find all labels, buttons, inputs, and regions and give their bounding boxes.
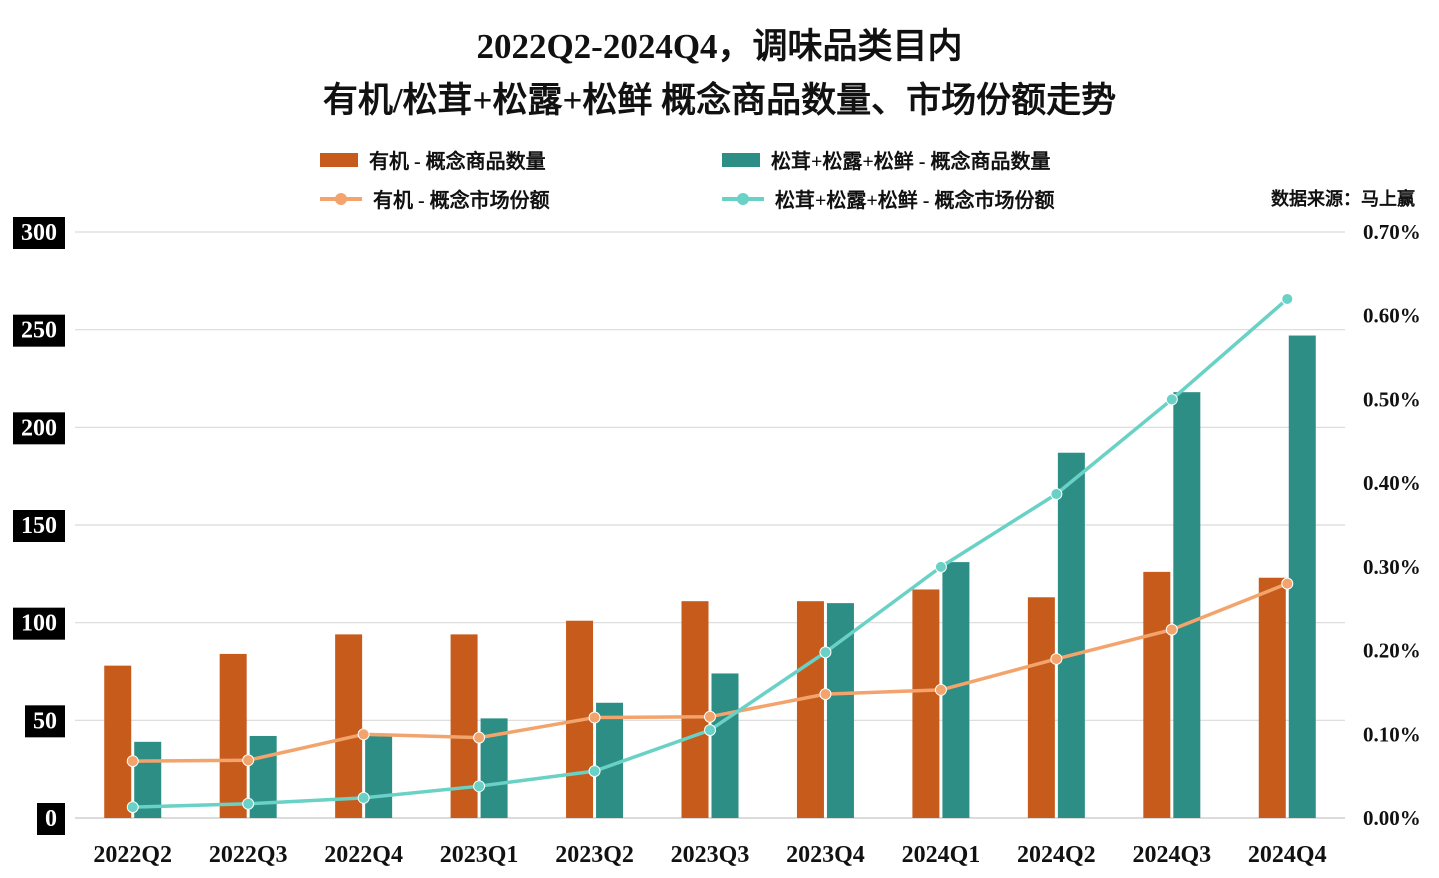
bar (711, 673, 739, 818)
line-marker (819, 688, 832, 701)
bar (219, 653, 247, 818)
right-axis-tick-label: 0.70% (1363, 220, 1421, 244)
x-axis-tick-label: 2022Q2 (93, 842, 172, 868)
bar (365, 734, 393, 818)
line-marker (588, 711, 601, 724)
left-axis-tick-label: 300 (21, 220, 57, 246)
right-axis-tick-label: 0.00% (1363, 806, 1421, 830)
line-marker (473, 731, 486, 744)
x-axis-tick-label: 2024Q2 (1017, 842, 1096, 868)
left-axis-tick-bg (13, 217, 65, 249)
line-marker (473, 780, 486, 793)
right-axis-tick-label: 0.10% (1363, 722, 1421, 746)
x-axis-tick-label: 2024Q1 (902, 842, 981, 868)
bar-swatch-icon (722, 152, 760, 167)
line-marker (242, 797, 255, 810)
line-marker (1281, 292, 1294, 305)
line-marker-dot-icon (335, 192, 347, 205)
legend-item-organic-count: 有机 - 概念商品数量 (320, 145, 546, 174)
line-marker (704, 724, 716, 737)
legend-item-organic-share: 有机 - 概念市场份额 (320, 184, 550, 213)
legend-item-matsutake-count: 松茸+松露+松鲜 - 概念商品数量 (722, 145, 1050, 174)
x-axis-tick-label: 2024Q4 (1248, 842, 1327, 868)
line-marker (357, 728, 370, 741)
left-axis-tick-label: 0 (45, 806, 57, 832)
line-marker (1050, 488, 1063, 501)
line-marker (126, 755, 139, 768)
right-axis-tick-label: 0.60% (1363, 304, 1421, 328)
chart-title: 2022Q2-2024Q4，调味品类目内 有机/松茸+松露+松鲜 概念商品数量、… (0, 20, 1439, 129)
line-marker (1281, 577, 1294, 590)
legend-label: 松茸+松露+松鲜 - 概念商品数量 (771, 151, 1051, 173)
right-axis-tick-label: 0.30% (1363, 555, 1421, 579)
line-marker (704, 710, 716, 723)
bar (1057, 452, 1085, 818)
chart-title-line2: 有机/松茸+松露+松鲜 概念商品数量、市场份额走势 (322, 81, 1117, 121)
right-axis-tick-label: 0.50% (1363, 387, 1421, 411)
bar (335, 634, 363, 818)
legend-label: 松茸+松露+松鲜 - 概念市场份额 (775, 190, 1055, 212)
bar-swatch-icon (320, 152, 358, 167)
line-swatch-icon (722, 192, 764, 205)
bar (912, 589, 940, 818)
left-axis-tick-label: 250 (21, 318, 57, 344)
line-marker (819, 646, 832, 659)
x-axis-tick-label: 2022Q4 (324, 842, 403, 868)
x-axis-tick-label: 2023Q4 (786, 842, 865, 868)
left-axis-tick-bg (25, 705, 65, 738)
bar (1258, 577, 1286, 818)
left-axis-tick-bg (13, 510, 65, 542)
left-axis-tick-bg (13, 314, 65, 347)
legend-label: 有机 - 概念市场份额 (373, 190, 550, 212)
line-marker (1050, 652, 1063, 665)
legend-label: 有机 - 概念商品数量 (369, 151, 546, 173)
bar (450, 634, 478, 818)
left-axis-tick-label: 50 (33, 708, 57, 734)
chart-title-line1: 2022Q2-2024Q4，调味品类目内 (476, 27, 963, 66)
x-axis-tick-label: 2024Q3 (1132, 842, 1211, 868)
line-marker (242, 754, 255, 767)
x-axis-tick-label: 2023Q2 (555, 842, 634, 868)
line-marker (357, 791, 370, 804)
bar (1288, 335, 1316, 818)
left-axis-tick-label: 100 (21, 611, 57, 637)
x-axis-tick-label: 2023Q1 (440, 842, 519, 868)
bar (681, 601, 709, 818)
bar (1027, 597, 1055, 818)
right-axis-tick-label: 0.40% (1363, 471, 1421, 495)
left-axis-tick-bg (13, 607, 65, 640)
left-axis-tick-label: 200 (21, 415, 57, 441)
bar (596, 702, 624, 818)
combo-chart: 0 50 100 150 200 250 300 0.00% 0.10% 0.20% 0.30% 0.… (13, 217, 1421, 868)
x-axis-tick-label: 2022Q3 (209, 842, 288, 868)
left-axis-tick-bg (13, 412, 65, 445)
bar (1143, 571, 1171, 818)
left-axis-tick-bg (37, 803, 65, 835)
bar (1173, 392, 1201, 818)
bar (796, 601, 824, 818)
left-axis-tick-label: 150 (21, 513, 57, 539)
legend-item-matsutake-share: 松茸+松露+松鲜 - 概念市场份额 (722, 184, 1054, 213)
right-axis-tick-label: 0.20% (1363, 639, 1421, 663)
line-marker-dot-icon (737, 192, 749, 205)
line-marker (1165, 393, 1178, 406)
line-marker (588, 765, 601, 778)
bar (826, 603, 854, 818)
line-marker (126, 801, 139, 814)
line-marker (934, 683, 947, 696)
line-marker (934, 560, 947, 573)
x-axis-tick-label: 2023Q3 (671, 842, 750, 868)
line-marker (1165, 623, 1178, 636)
line-swatch-icon (320, 192, 362, 205)
data-source-note: 数据来源：马上赢 (1271, 189, 1415, 209)
bar (104, 665, 132, 818)
